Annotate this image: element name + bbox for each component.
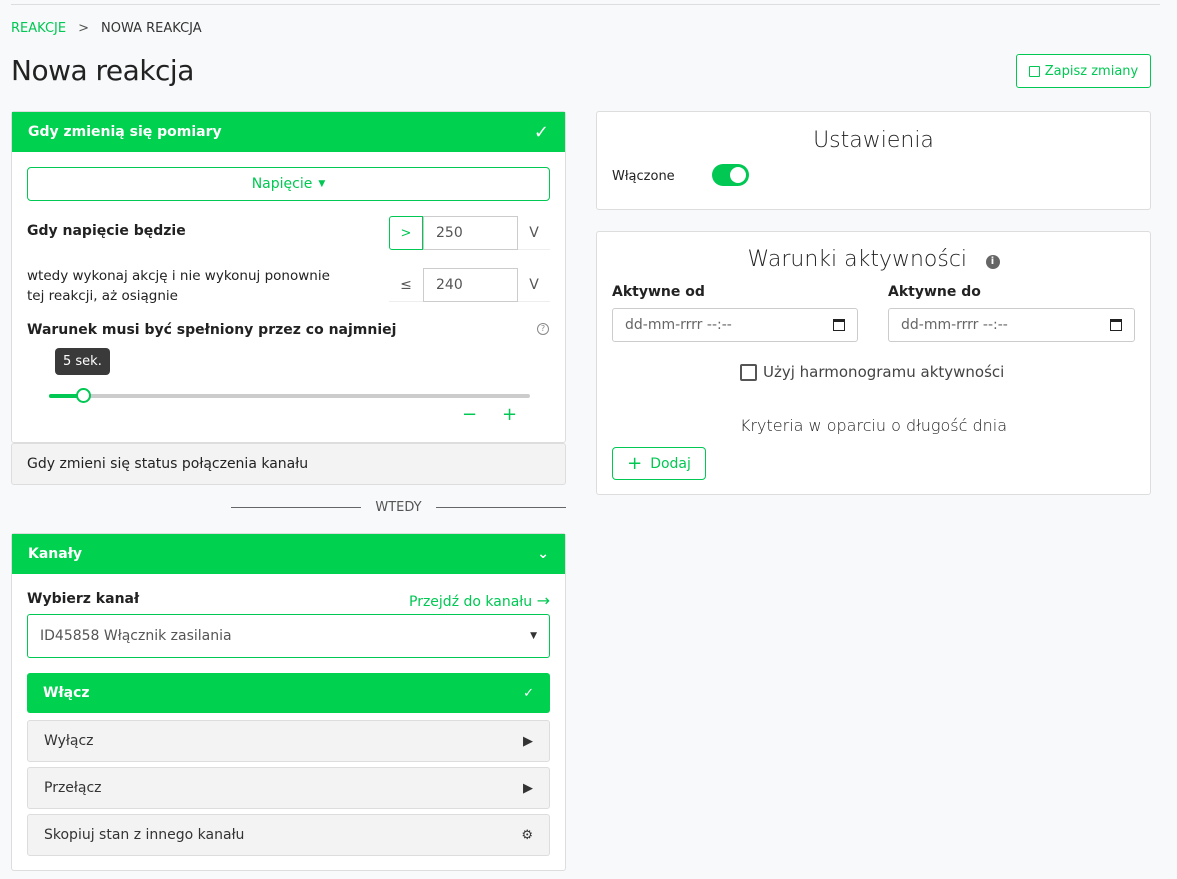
play-icon: ▶ <box>523 733 533 749</box>
play-icon: ▶ <box>523 780 533 796</box>
activity-title: Warunki aktywności <box>747 247 968 272</box>
schedule-checkbox-row[interactable]: Użyj harmonogramu aktywności <box>740 363 1004 381</box>
goto-channel-label: Przejdź do kanału <box>409 594 533 610</box>
then-divider-label: WTEDY <box>375 500 422 515</box>
add-label: Dodaj <box>650 455 691 472</box>
calendar-icon[interactable] <box>1110 319 1122 331</box>
gear-icon: ⚙ <box>521 827 533 843</box>
active-to-input[interactable]: dd-mm-rrrr --:-- <box>888 308 1135 342</box>
duration-tooltip: 5 sek. <box>55 348 110 375</box>
top-divider <box>11 4 1160 5</box>
breadcrumb-separator: > <box>78 21 89 36</box>
info-icon[interactable]: i <box>985 255 1000 269</box>
reset-unit: V <box>518 268 550 302</box>
arrow-right-icon: → <box>536 591 550 610</box>
duration-slider-fill <box>49 394 83 398</box>
activity-card: Warunki aktywności i Aktywne od dd-mm-rr… <box>596 231 1151 495</box>
add-criteria-button[interactable]: + Dodaj <box>612 447 706 480</box>
duration-decrease-button[interactable]: − <box>462 404 478 425</box>
duration-increase-button[interactable]: + <box>502 404 518 425</box>
channel-action-1[interactable]: Wyłącz ▶ <box>27 720 550 762</box>
settings-title: Ustawienia <box>813 128 934 153</box>
duration-slider-track[interactable] <box>49 388 530 403</box>
measure-dropdown[interactable]: Napięcie ▼ <box>27 167 550 201</box>
trigger-header[interactable]: Gdy zmienią się pomiary ✓ <box>12 112 565 152</box>
channel-action-3[interactable]: Skopiuj stan z innego kanału ⚙ <box>27 814 550 856</box>
caret-down-icon: ▼ <box>318 179 326 189</box>
condition-operator-button[interactable]: > <box>389 216 423 250</box>
enabled-toggle[interactable] <box>712 164 749 186</box>
channel-select[interactable]: ID45858 Włącznik zasilania ▼ <box>27 614 550 658</box>
goto-channel-link[interactable]: Przejdź do kanału → <box>409 591 550 610</box>
condition-value-input[interactable]: 250 <box>423 216 518 250</box>
condition-unit: V <box>518 216 550 250</box>
then-divider: WTEDY <box>11 500 566 515</box>
channels-card: Kanały ⌄ Wybierz kanał Przejdź do kanału … <box>11 533 566 871</box>
schedule-checkbox[interactable] <box>740 363 757 381</box>
plus-icon: + <box>627 453 643 474</box>
trigger-connection-label: Gdy zmieni się status połączenia kanału <box>27 456 309 472</box>
trigger-header-label: Gdy zmienią się pomiary <box>28 124 222 140</box>
channels-header[interactable]: Kanały ⌄ <box>12 534 565 574</box>
reset-label: wtedy wykonaj akcję i nie wykonuj ponown… <box>27 268 330 304</box>
channel-select-label: Wybierz kanał <box>27 591 140 607</box>
calendar-icon[interactable] <box>833 319 845 331</box>
trigger-measurements-card: Gdy zmienią się pomiary ✓ Napięcie ▼ Gdy n… <box>11 111 566 443</box>
save-label: Zapisz zmiany <box>1044 63 1139 79</box>
channel-action-label: Skopiuj stan z innego kanału <box>44 827 245 843</box>
trigger-connection-status[interactable]: Gdy zmieni się status połączenia kanału <box>11 443 566 485</box>
settings-card: Ustawienia Włączone <box>596 111 1151 210</box>
reset-operator: ≤ <box>389 268 423 302</box>
channels-header-label: Kanały <box>28 546 83 562</box>
page-title: Nowa reakcja <box>11 54 194 87</box>
channel-action-label: Przełącz <box>44 780 102 796</box>
condition-label: Gdy napięcie będzie <box>27 223 186 239</box>
help-icon[interactable]: ? <box>537 323 549 335</box>
channel-action-label: Włącz <box>43 685 90 701</box>
channel-action-0[interactable]: Włącz ✓ <box>27 673 550 713</box>
enabled-label: Włączone <box>612 169 675 184</box>
active-from-input[interactable]: dd-mm-rrrr --:-- <box>612 308 858 342</box>
duration-slider-thumb[interactable] <box>75 388 91 403</box>
caret-down-icon: ▼ <box>530 631 537 641</box>
channel-action-2[interactable]: Przełącz ▶ <box>27 767 550 809</box>
activity-title-row: Warunki aktywności i <box>597 247 1150 272</box>
breadcrumb-reactions-link[interactable]: REAKCJE <box>11 21 67 36</box>
active-from-placeholder: dd-mm-rrrr --:-- <box>625 317 732 333</box>
chevron-down-icon: ⌄ <box>537 546 549 562</box>
duration-label: Warunek musi być spełniony przez co najm… <box>27 322 397 338</box>
schedule-label: Użyj harmonogramu aktywności <box>763 363 1005 381</box>
channel-select-value: ID45858 Włącznik zasilania <box>40 628 232 644</box>
active-to-placeholder: dd-mm-rrrr --:-- <box>901 317 1008 333</box>
check-icon: ✓ <box>523 685 534 701</box>
floppy-icon <box>1028 65 1040 77</box>
active-to-label: Aktywne do <box>888 284 981 300</box>
daylength-label: Kryteria w oparciu o długość dnia <box>739 416 1008 435</box>
reset-value-input[interactable]: 240 <box>423 268 518 302</box>
channel-action-label: Wyłącz <box>44 733 94 749</box>
measure-dropdown-label: Napięcie <box>251 176 313 192</box>
check-icon: ✓ <box>533 121 549 143</box>
breadcrumb-current: NOWA REAKCJA <box>101 21 202 36</box>
breadcrumb: REAKCJE > NOWA REAKCJA <box>11 21 202 36</box>
active-from-label: Aktywne od <box>612 284 705 300</box>
save-button[interactable]: Zapisz zmiany <box>1016 54 1151 88</box>
